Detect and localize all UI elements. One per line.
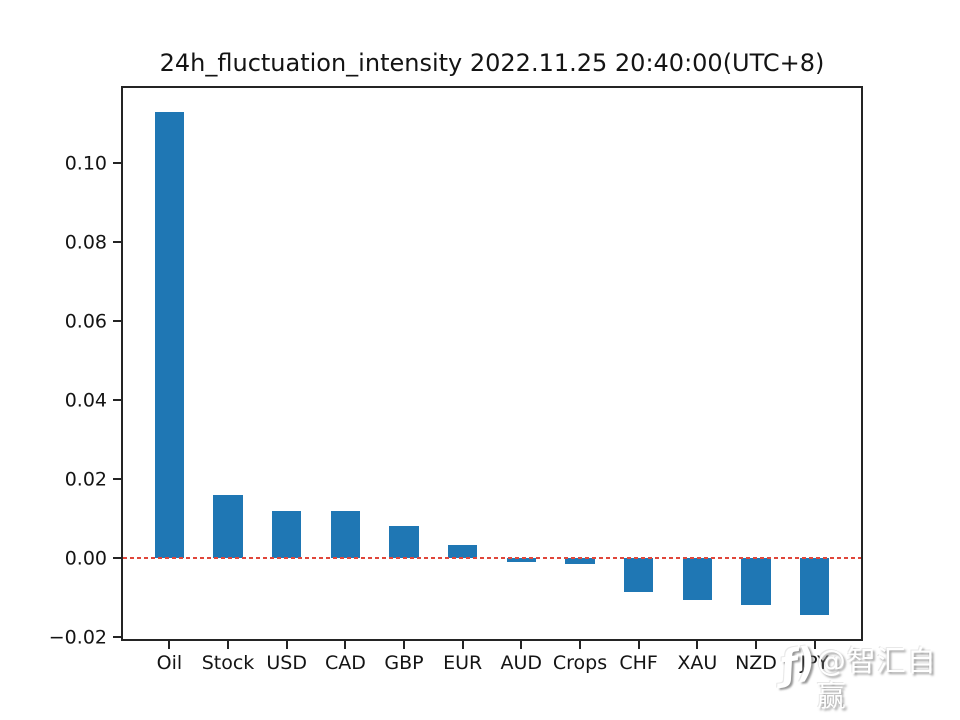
- x-tick: [285, 641, 288, 649]
- y-tick-label: 0.04: [64, 389, 107, 412]
- x-tick: [813, 641, 816, 649]
- bar-nzd: [741, 558, 771, 605]
- x-tick: [403, 641, 405, 649]
- watermark-text: @智汇自赢: [816, 644, 937, 713]
- x-tick: [755, 641, 757, 649]
- watermark: ƒ) @智汇自赢: [776, 638, 960, 714]
- bar-aud: [506, 558, 536, 562]
- x-tick-label: CHF: [619, 652, 658, 674]
- x-tick: [461, 641, 464, 649]
- bar-jpy: [799, 558, 830, 615]
- x-tick-label: EUR: [443, 652, 483, 674]
- x-tick: [579, 641, 581, 649]
- chart-title: 24h_fluctuation_intensity 2022.11.25 20:…: [159, 49, 825, 77]
- x-tick-label: NZD: [735, 652, 777, 674]
- bar-crops: [565, 558, 595, 565]
- x-tick: [520, 641, 523, 649]
- x-tick: [637, 641, 640, 649]
- y-tick: [113, 636, 121, 639]
- bar-stock: [213, 494, 243, 559]
- y-tick-label: 0.00: [64, 547, 107, 570]
- bar-cad: [330, 511, 360, 559]
- x-tick-label: XAU: [677, 652, 718, 674]
- zero-reference-line: [123, 557, 861, 560]
- x-tick: [168, 641, 171, 649]
- y-tick-label: 0.08: [64, 231, 107, 254]
- y-tick: [113, 478, 121, 481]
- x-tick: [696, 641, 699, 649]
- brand-logo-icon: ƒ): [776, 638, 819, 690]
- x-tick-label: CAD: [324, 652, 366, 674]
- y-tick-label: 0.06: [64, 310, 107, 333]
- bar-gbp: [389, 525, 419, 559]
- y-tick-label: 0.10: [64, 152, 107, 175]
- x-tick-label: USD: [266, 652, 307, 674]
- y-tick-label: −0.02: [48, 626, 107, 649]
- x-tick-label: Crops: [552, 652, 608, 674]
- bar-oil: [154, 112, 184, 559]
- x-tick: [344, 641, 347, 649]
- bar-xau: [682, 558, 712, 600]
- y-tick: [113, 162, 121, 165]
- y-tick-label: 0.02: [64, 468, 107, 491]
- plot-area: [121, 86, 863, 641]
- x-tick-label: JPY: [800, 652, 829, 674]
- y-tick: [113, 241, 121, 244]
- y-tick: [113, 320, 121, 323]
- x-tick-label: GBP: [384, 652, 424, 674]
- y-tick: [113, 399, 121, 402]
- x-tick: [227, 641, 229, 649]
- bar-usd: [272, 510, 302, 559]
- bar-eur: [448, 545, 478, 559]
- bar-chf: [624, 558, 654, 593]
- y-tick: [113, 557, 121, 560]
- x-tick-label: Oil: [156, 652, 183, 674]
- x-tick-label: Stock: [201, 652, 255, 674]
- x-tick-label: AUD: [500, 652, 543, 674]
